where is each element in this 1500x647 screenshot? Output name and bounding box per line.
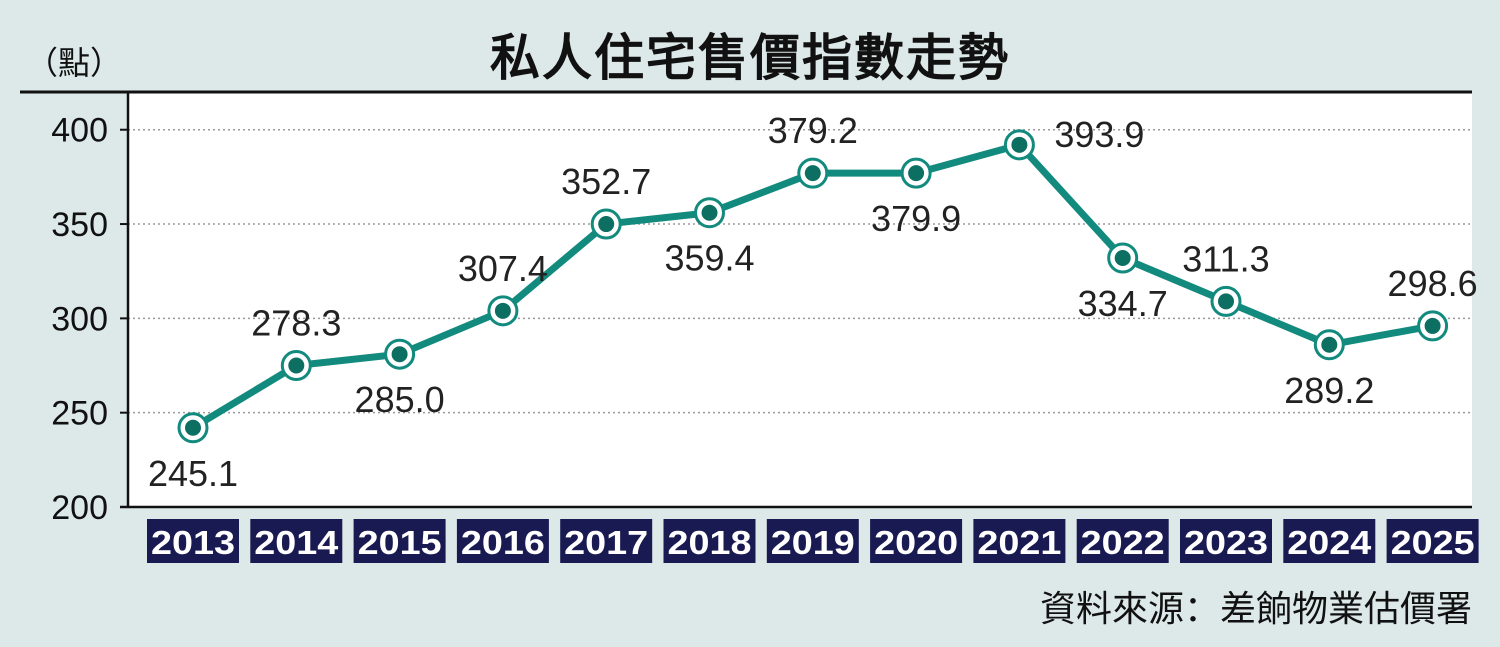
data-label: 393.9 (1054, 114, 1144, 155)
x-tick-label: 2025 (1391, 524, 1475, 561)
data-label: 289.2 (1284, 370, 1374, 411)
x-tick-box (1283, 519, 1376, 563)
data-point-core (908, 165, 925, 182)
x-tick-label: 2018 (668, 524, 752, 561)
y-unit-label: （點） (26, 44, 123, 82)
data-label: 311.3 (1182, 238, 1269, 279)
data-point-core (598, 216, 615, 233)
x-tick-label: 2017 (564, 524, 648, 561)
x-tick-box (1180, 519, 1272, 563)
data-point-core (1321, 336, 1338, 353)
x-tick-box (870, 519, 963, 563)
y-tick-label: 350 (51, 206, 108, 244)
x-tick-label: 2013 (151, 524, 235, 561)
x-tick-label: 2016 (461, 524, 545, 561)
data-label: 245.1 (148, 453, 238, 494)
data-label: 359.4 (664, 238, 754, 279)
data-point-core (701, 204, 718, 221)
data-point-core (804, 165, 821, 182)
x-tick-label: 2014 (254, 524, 339, 561)
chart-title: 私人住宅售價指數走勢 (490, 29, 1010, 87)
data-label: 334.7 (1078, 283, 1168, 324)
x-tick-box (250, 519, 343, 563)
data-point-core (1011, 136, 1028, 153)
x-tick-box (663, 519, 756, 563)
data-point-core (1114, 250, 1131, 266)
source-note: 資料來源：差餉物業估價署 (1039, 589, 1472, 630)
x-tick-label: 2020 (874, 524, 958, 561)
plot-area (128, 92, 1472, 507)
x-tick-box (353, 519, 446, 563)
x-tick-label: 2024 (1287, 524, 1372, 561)
x-tick-box (456, 519, 549, 563)
x-tick-label: 2019 (771, 524, 855, 561)
y-tick-label: 300 (51, 300, 108, 338)
x-tick-box (973, 519, 1066, 563)
x-tick-label: 2015 (358, 524, 442, 561)
x-tick-box (766, 519, 859, 563)
x-tick-label: 2021 (977, 524, 1061, 561)
data-label: 379.2 (768, 110, 858, 151)
x-tick-label: 2022 (1081, 524, 1165, 561)
data-point-core (185, 419, 201, 436)
x-tick-box (560, 519, 653, 563)
y-tick-label: 400 (51, 112, 108, 150)
data-point-core (288, 357, 305, 374)
data-point-core (494, 302, 511, 319)
x-tick-box (147, 519, 239, 563)
data-point-core (391, 346, 408, 363)
data-label: 285.0 (355, 379, 445, 420)
data-label: 379.9 (871, 198, 961, 239)
data-label: 298.6 (1388, 263, 1478, 304)
x-tick-label: 2023 (1184, 524, 1268, 561)
y-tick-label: 200 (51, 489, 108, 527)
data-label: 307.4 (458, 248, 548, 289)
data-label: 352.7 (561, 161, 651, 202)
data-point-core (1218, 293, 1234, 310)
data-point-core (1424, 317, 1441, 334)
y-tick-label: 250 (51, 395, 108, 433)
x-tick-box (1386, 519, 1479, 563)
x-tick-box (1076, 519, 1169, 563)
data-label: 278.3 (251, 303, 341, 344)
